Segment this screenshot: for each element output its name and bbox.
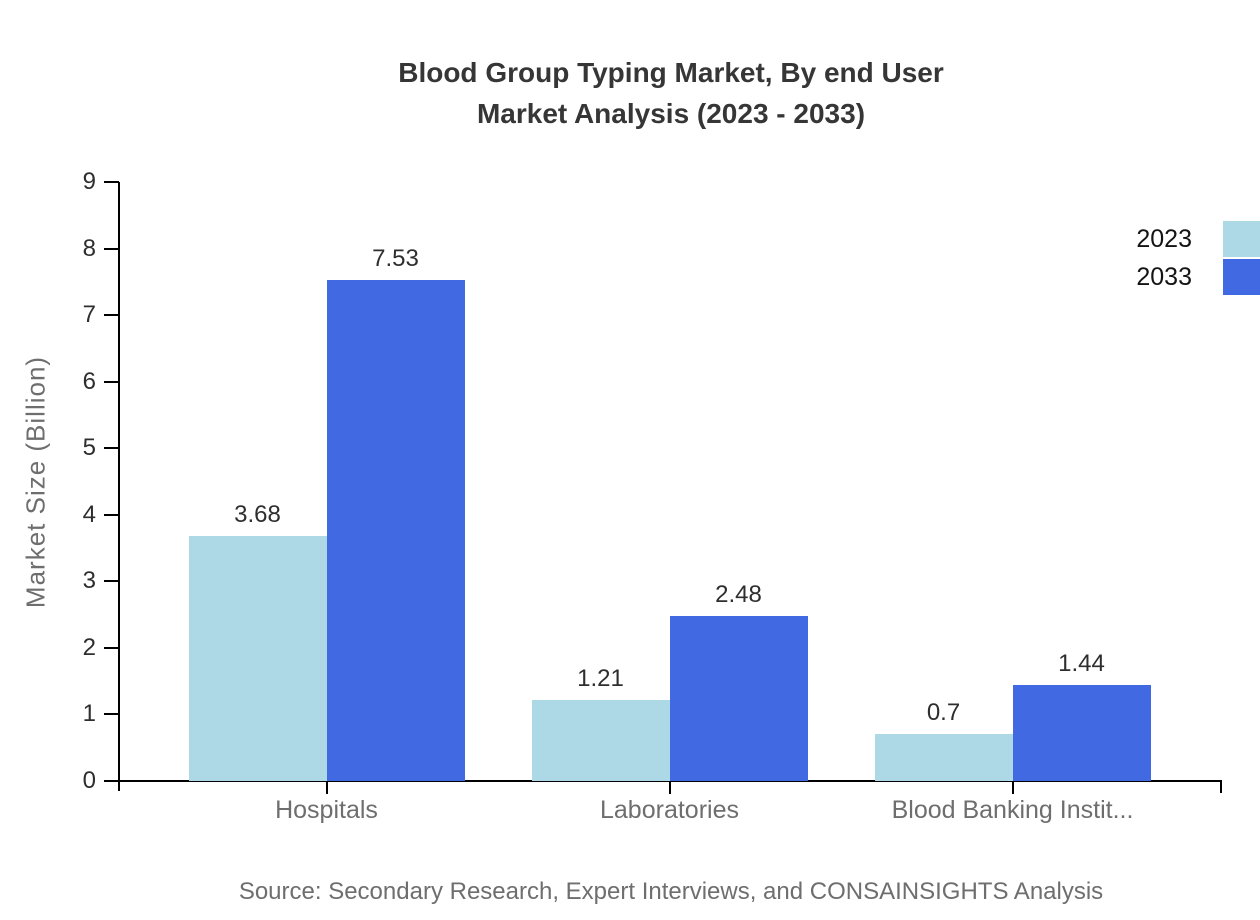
y-axis-tick [104,580,119,583]
x-axis-tick [668,782,671,794]
bar-2033-group-1 [326,279,465,781]
bar-2033-group-3 [1012,685,1151,781]
legend-item-2033: 2033 [1136,259,1260,295]
chart-title-line2: Market Analysis (2023 - 2033) [476,98,866,129]
y-axis-tick-label: 3 [82,567,96,595]
y-axis-tick [104,646,119,649]
legend-swatch-2023 [1223,221,1260,257]
bar-value-label: 2.48 [715,580,762,608]
bar-value-label: 0.7 [926,699,961,727]
bar-value-label: 3.68 [234,501,281,529]
legend-label-2023: 2023 [1136,224,1192,253]
y-axis-tick [104,380,119,383]
chart-title: Blood Group Typing Market, By end User M… [398,52,944,134]
y-axis-tick-label: 4 [82,500,96,528]
y-axis-line [118,182,120,791]
y-axis-tick-label: 5 [82,434,96,462]
y-axis-tick [104,780,119,782]
x-axis-tick [325,782,328,794]
y-axis-tick-label: 1 [82,700,96,728]
y-axis-tick-label: 9 [82,168,96,195]
source-note: Source: Secondary Research, Expert Inter… [238,878,1104,905]
legend-swatch-2033 [1223,259,1260,295]
bar-2033-group-2 [669,615,808,781]
bar-2023-group-3 [874,734,1013,781]
category-label: Hospitals [275,796,378,824]
y-axis-tick [104,447,119,450]
bar-value-label: 7.53 [372,244,419,272]
category-label: Laboratories [600,796,739,824]
legend-item-2023: 2023 [1136,221,1260,257]
y-axis-tick [104,247,119,250]
y-axis-tick-label: 2 [82,633,96,661]
legend-label-2033: 2033 [1136,262,1192,291]
y-axis-tick-label: 0 [82,767,96,794]
category-label: Blood Banking Instit... [891,796,1134,824]
y-axis-tick-label: 8 [82,234,96,262]
bar-2023-group-2 [531,700,670,781]
x-axis-end-tick [1220,780,1222,793]
bar-value-label: 1.44 [1058,650,1105,678]
y-axis-tick-label: 6 [82,367,96,395]
bar-2023-group-1 [188,536,327,781]
y-axis-tick [104,181,119,183]
x-axis-line [104,780,1222,782]
bar-value-label: 1.21 [577,665,624,693]
y-axis-tick-label: 7 [82,301,96,329]
legend: 2023 2033 [1136,221,1260,295]
y-axis-tick [104,314,119,317]
y-axis-tick [104,513,119,516]
chart-title-line1: Blood Group Typing Market, By end User [398,57,944,88]
x-axis-tick [1011,782,1014,794]
y-axis-tick [104,713,119,716]
